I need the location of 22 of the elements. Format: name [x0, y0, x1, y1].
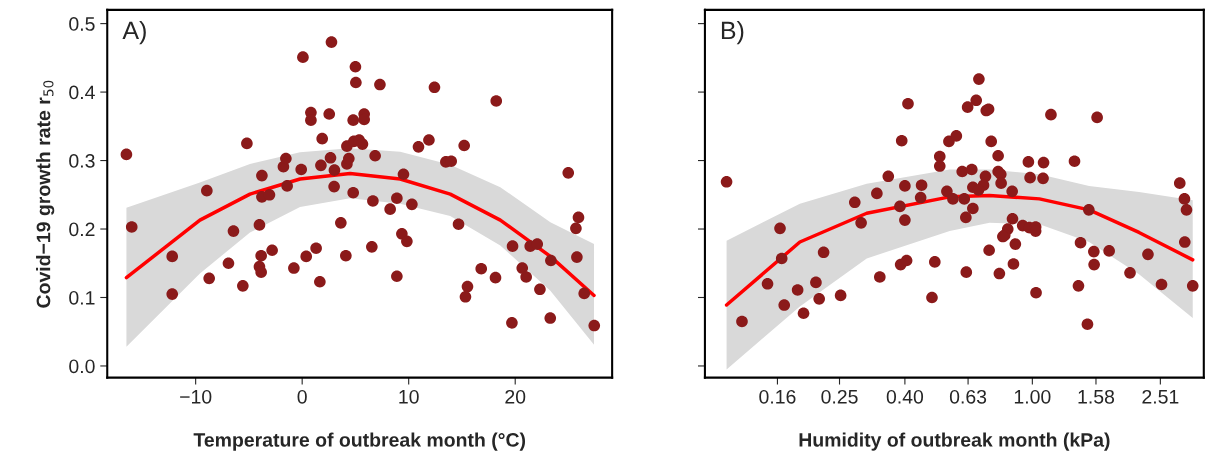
y-tick-label: 0.1 [69, 290, 95, 305]
x-tick-label: 0 [297, 389, 307, 404]
y-tick-label: 0.3 [69, 154, 95, 168]
x-axis-title: Humidity of outbreak month (kPa) [799, 432, 1110, 451]
x-tick-label: 1.00 [1014, 389, 1051, 404]
x-tick-label: 10 [399, 389, 419, 404]
x-tick-label: 1.58 [1078, 389, 1115, 404]
x-tick-label: 2.51 [1142, 389, 1179, 404]
x-tick-label: 20 [505, 389, 526, 404]
y-tick-label: 0.0 [69, 359, 95, 374]
y-tick-label: 0.4 [69, 85, 95, 100]
x-tick-label: 0.40 [886, 389, 924, 404]
x-tick-label: 0.25 [821, 389, 858, 404]
x-axis-title: Temperature of outbreak month (°C) [193, 432, 526, 451]
x-tick-label: −10 [180, 389, 212, 404]
annotation: B) [721, 20, 744, 45]
y-tick-label: 0.2 [69, 222, 95, 237]
x-tick-label: 0.63 [949, 389, 987, 404]
y-tick-label: 0.5 [69, 17, 95, 31]
x-tick-label: 0.16 [759, 389, 796, 404]
y-axis-title: Covid−19 growth rate r$_{50}$ [36, 80, 55, 308]
annotation: A) [122, 20, 146, 45]
